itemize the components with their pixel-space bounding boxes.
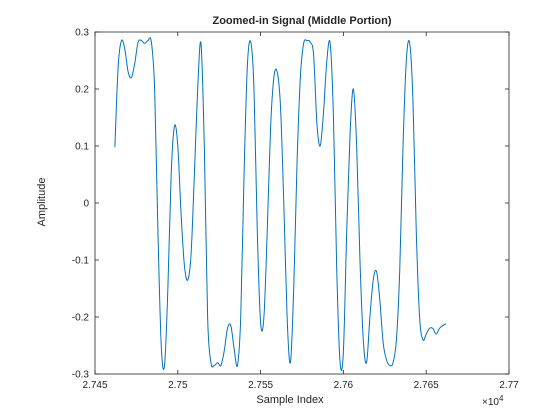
plot-background <box>95 32 509 374</box>
plot-area <box>95 32 509 374</box>
y-tick-label: 0.2 <box>75 85 89 96</box>
x-tick-label: 2.75 <box>168 380 188 391</box>
y-tick-label: -0.2 <box>72 313 90 324</box>
chart-title: Zoomed-in Signal (Middle Portion) <box>212 15 391 27</box>
x-tick-label: 2.77 <box>499 380 519 391</box>
x-tick-label: 2.765 <box>414 380 439 391</box>
axes: 2.745 2.75 2.755 2.76 2.765 2.77 -0.3 -0.2 -0.1 0… <box>72 28 519 392</box>
signal-line <box>114 37 447 372</box>
x-tick-label: 2.745 <box>82 380 107 391</box>
y-tick-label: 0.3 <box>75 28 89 39</box>
x-axis-label: Sample Index <box>256 394 324 406</box>
x-tick-label: 2.76 <box>334 380 354 391</box>
series-layer <box>114 37 447 372</box>
y-tick-label: -0.3 <box>72 370 90 381</box>
y-tick-label: 0.1 <box>75 142 89 153</box>
x-tick-label: 2.755 <box>248 380 273 391</box>
x-axis-exponent-power: 4 <box>499 394 504 403</box>
x-axis-exponent: ×104 <box>482 394 504 408</box>
y-tick-label: -0.1 <box>72 256 90 267</box>
y-axis-label: Amplitude <box>36 178 48 227</box>
y-tick-label: 0 <box>83 199 89 210</box>
x-axis-exponent-base: ×10 <box>482 397 499 408</box>
